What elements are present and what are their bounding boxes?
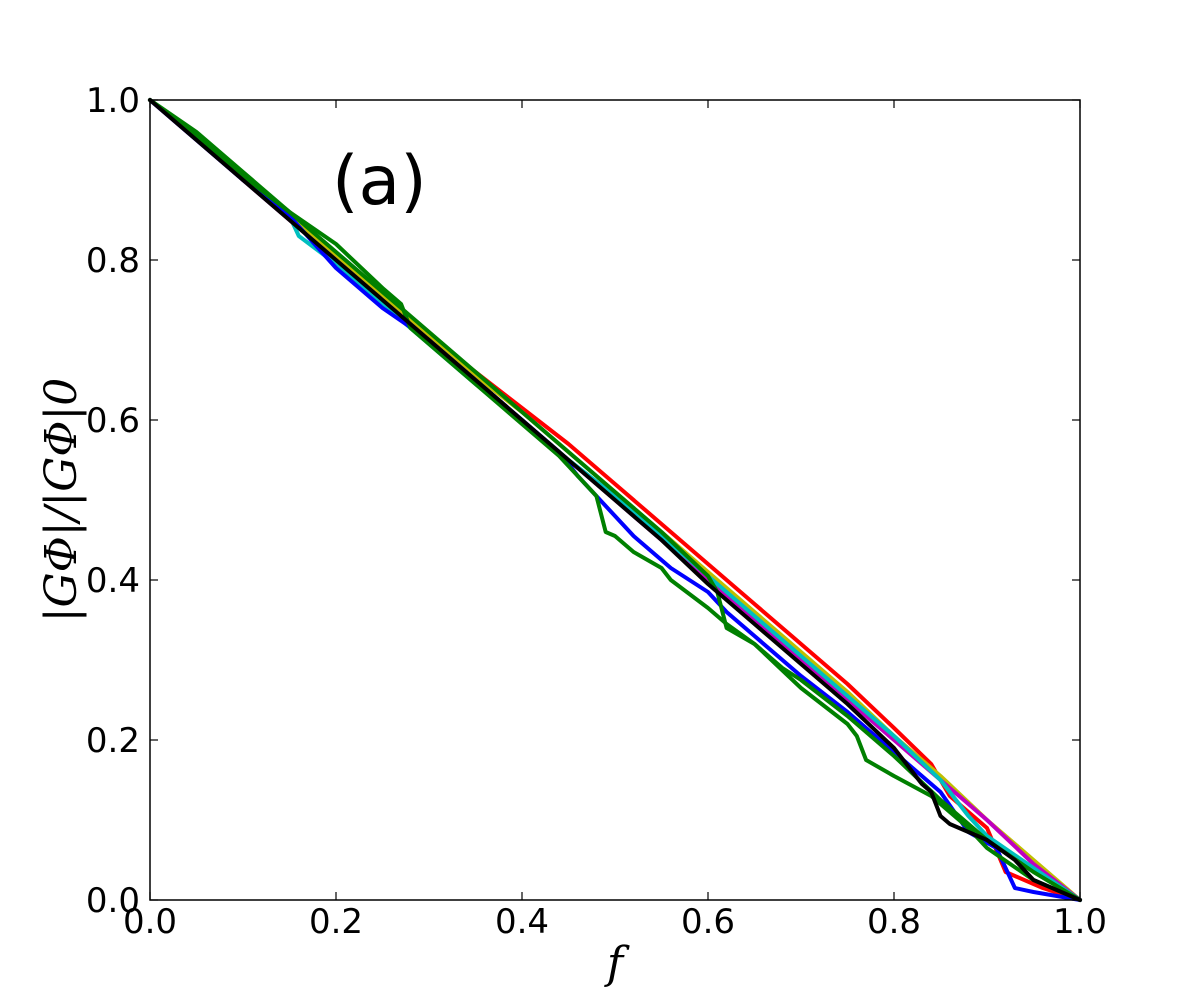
y-tick-label: 0.6 [86,401,140,441]
series-line-4 [148,98,1082,902]
y-tick-label: 0.8 [86,241,140,281]
plot-frame [149,99,1081,901]
panel-label: (a) [332,142,427,221]
series-line-8 [148,98,1082,902]
y-tick-label: 0.4 [86,561,140,601]
x-tick-label: 0.8 [867,902,921,942]
ticks-layer: 0.0 0.2 0.4 0.6 0.8 1.0 0.0 0.2 0.4 0.6 0.8 1.0 [86,81,1107,942]
y-tick-label: 0.0 [86,881,140,921]
series-layer [148,98,1082,902]
x-tick-label: 0.4 [495,902,549,942]
x-axis-label: f [604,938,630,989]
x-tick-label: 0.2 [309,902,363,942]
y-tick-label: 1.0 [86,81,140,121]
x-tick-label: 1.0 [1053,902,1107,942]
x-tick-label: 0.6 [681,902,735,942]
y-axis-label: |GΦ|/|GΦ|0 [36,378,87,623]
y-tick-label: 0.2 [86,721,140,761]
series-line-6 [148,98,1082,902]
x-tick-label: 0.0 [123,902,177,942]
series-line-7 [148,98,1082,902]
